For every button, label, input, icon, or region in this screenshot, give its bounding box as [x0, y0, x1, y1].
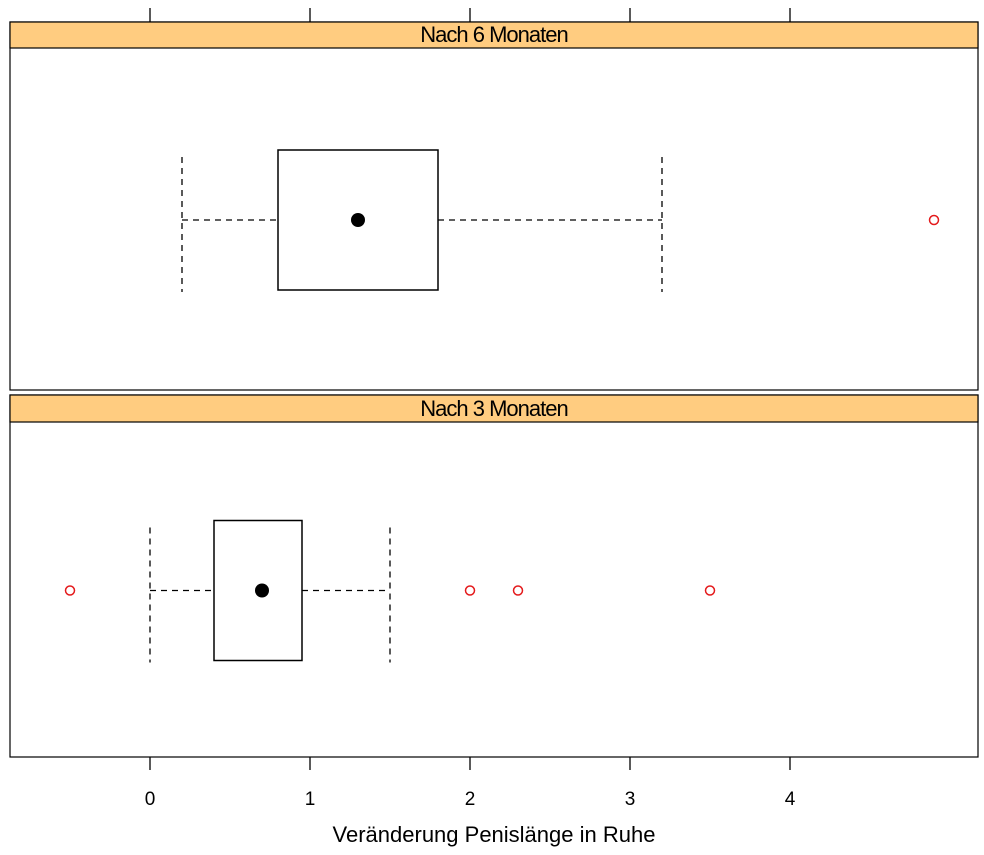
outlier-point [464, 585, 476, 596]
panel-strip [9, 21, 979, 49]
tick-label: 4 [785, 789, 796, 810]
tick-label: 0 [145, 789, 156, 810]
x-axis-label: Veränderung Penislänge in Ruhe [333, 822, 656, 847]
tick-label: 2 [465, 789, 476, 810]
iqr-box [277, 149, 439, 291]
panels-layer: Nach 6 Monaten Nach 3 Monaten [9, 21, 979, 758]
median-dot [351, 213, 365, 227]
panel-frame [9, 394, 979, 758]
panel-1: Nach 6 Monaten [9, 21, 979, 391]
panel-2: Nach 3 Monaten [9, 394, 979, 758]
x-axis: 0 1 2 3 4 [145, 8, 796, 810]
outlier-point [512, 585, 524, 596]
panel-frame [9, 21, 979, 391]
tick-label: 3 [625, 789, 636, 810]
panel-strip-label: Nach 6 Monaten [420, 22, 567, 47]
panel-strip-label: Nach 3 Monaten [420, 396, 567, 421]
median-dot [255, 583, 269, 598]
iqr-box [213, 519, 303, 662]
outlier-point [704, 585, 716, 596]
outlier-point [928, 214, 940, 226]
outlier-point [64, 585, 76, 596]
tick-label: 1 [305, 789, 316, 810]
panel-strip [9, 394, 979, 423]
